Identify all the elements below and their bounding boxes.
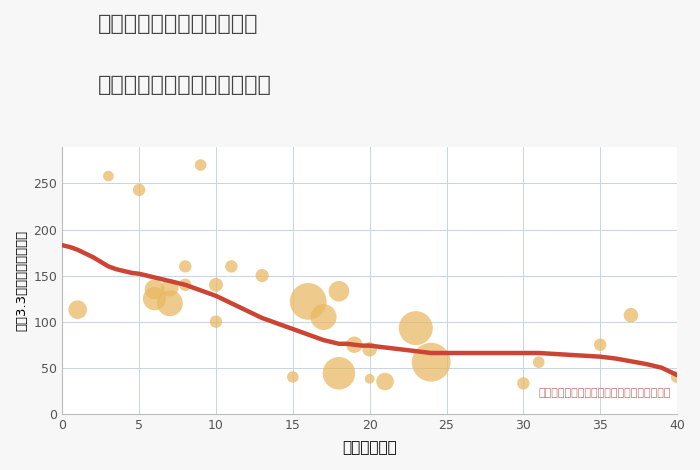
Point (211, 318, 222, 325)
Point (625, 312, 636, 319)
Point (287, 373, 298, 381)
Point (318, 313, 329, 321)
Point (333, 369, 344, 377)
Point (164, 299, 176, 307)
Point (256, 272, 267, 279)
Point (533, 359, 545, 366)
Point (180, 263, 191, 270)
Point (518, 380, 529, 387)
Point (364, 375, 375, 383)
Point (164, 284, 176, 291)
Point (195, 161, 206, 169)
Point (211, 281, 222, 289)
Point (426, 359, 437, 366)
Text: 築年数別中古マンション価格: 築年数別中古マンション価格 (98, 75, 272, 95)
Point (410, 324, 421, 332)
Point (594, 341, 606, 348)
Point (671, 373, 682, 381)
Point (302, 298, 314, 305)
Point (149, 295, 160, 302)
Point (333, 288, 344, 295)
Point (134, 186, 145, 194)
Point (72, 306, 83, 313)
Point (149, 286, 160, 293)
Point (364, 345, 375, 353)
X-axis label: 築年数（年）: 築年数（年） (342, 440, 397, 455)
Text: 兵庫県丹波市市島町勅使の: 兵庫県丹波市市島町勅使の (98, 14, 258, 34)
Point (226, 263, 237, 270)
Point (349, 341, 360, 348)
Point (103, 172, 114, 180)
Point (180, 281, 191, 289)
Y-axis label: 坪（3.3㎡）単価（万円）: 坪（3.3㎡）単価（万円） (15, 230, 28, 331)
Text: 円の大きさは、取引のあった物件面積を示す: 円の大きさは、取引のあった物件面積を示す (538, 388, 671, 398)
Point (379, 378, 391, 385)
